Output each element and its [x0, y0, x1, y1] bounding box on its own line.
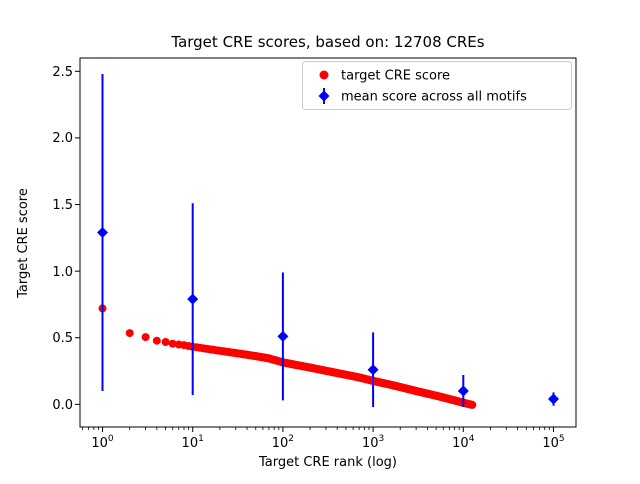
- x-tick-label: 101: [182, 434, 204, 451]
- x-tick-label: 102: [272, 434, 294, 451]
- target-score-point: [141, 333, 150, 342]
- axes-frame: [79, 57, 577, 428]
- target-score-point: [152, 336, 161, 345]
- legend-frame: [302, 61, 572, 110]
- mean-score-diamond: [548, 393, 559, 405]
- target-score-point: [168, 339, 177, 348]
- mean-score-diamond: [367, 364, 379, 376]
- mean-score-diamond: [457, 385, 469, 397]
- y-tick-label: 1.5: [52, 198, 73, 213]
- data-points: [97, 74, 559, 409]
- legend-label: mean score across all motifs: [341, 90, 527, 105]
- target-score-point: [125, 329, 134, 338]
- y-axis-label: Target CRE score: [16, 188, 31, 299]
- x-axis-label: Target CRE rank (log): [258, 455, 397, 470]
- y-tick-label: 2.0: [52, 131, 73, 146]
- y-tick-label: 0.5: [52, 331, 73, 346]
- x-tick-label: 103: [362, 434, 384, 451]
- legend-label: target CRE score: [341, 69, 450, 84]
- chart-title: Target CRE scores, based on: 12708 CREs: [170, 33, 484, 51]
- target-score-point: [468, 400, 477, 409]
- x-tick-label: 105: [542, 434, 564, 451]
- legend: target CRE score mean score across all m…: [302, 61, 572, 110]
- mean-score-diamond: [187, 293, 199, 305]
- y-tick-label: 2.5: [52, 65, 73, 80]
- y-tick-label: 1.0: [52, 265, 73, 280]
- x-tick-label: 100: [91, 434, 114, 451]
- legend-diamond-marker-icon: [318, 90, 330, 102]
- y-tick-label: 0.0: [52, 398, 73, 413]
- legend-circle-marker-icon: [319, 70, 329, 80]
- x-tick-label: 104: [452, 434, 475, 451]
- target-score-point: [161, 338, 170, 346]
- mean-score-diamond: [277, 330, 289, 342]
- mean-score-diamond: [97, 227, 108, 238]
